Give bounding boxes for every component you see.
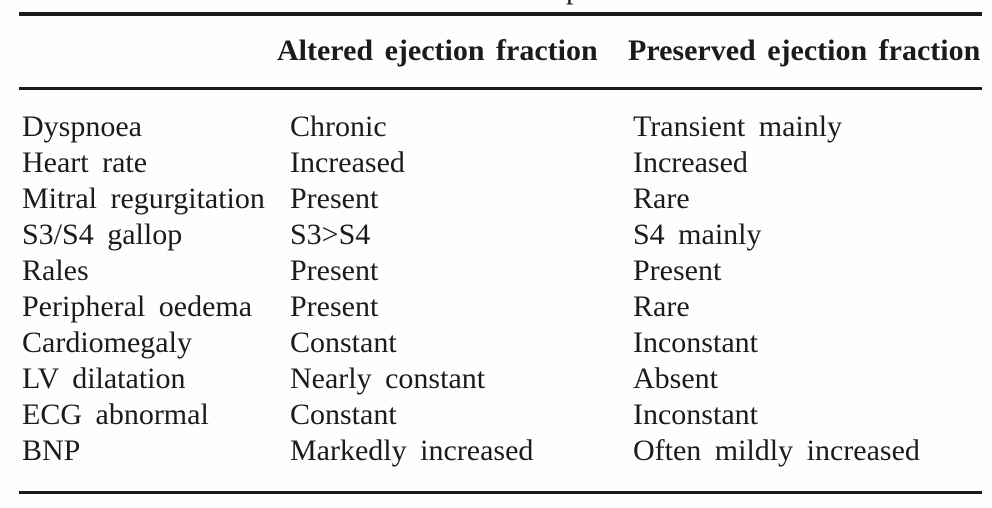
preserved-cell: Present bbox=[633, 254, 722, 287]
row-label-cell: LV dilatation bbox=[22, 362, 186, 395]
table-row: Mitral regurgitation Present Rare bbox=[22, 181, 982, 217]
preserved-cell: Rare bbox=[633, 182, 690, 215]
altered-cell: Constant bbox=[290, 326, 397, 359]
column-header-preserved: Preserved ejection fraction bbox=[628, 34, 981, 67]
caption-fragment: p bbox=[566, 0, 592, 6]
table-row: Cardiomegaly Constant Inconstant bbox=[22, 325, 982, 361]
row-label-cell: S3/S4 gallop bbox=[22, 218, 183, 251]
row-label-cell: Dyspnoea bbox=[22, 110, 142, 143]
altered-cell: Present bbox=[290, 254, 379, 287]
header-rule bbox=[19, 87, 982, 90]
altered-cell: Nearly constant bbox=[290, 362, 486, 395]
preserved-cell: Often mildly increased bbox=[633, 434, 920, 467]
row-label-cell: Mitral regurgitation bbox=[22, 182, 265, 215]
table-row: Rales Present Present bbox=[22, 253, 982, 289]
preserved-cell: Increased bbox=[633, 146, 748, 179]
table-row: Dyspnoea Chronic Transient mainly bbox=[22, 109, 982, 145]
altered-cell: Present bbox=[290, 182, 379, 215]
table-top-rule bbox=[19, 12, 982, 16]
table-body: Dyspnoea Chronic Transient mainly Heart … bbox=[22, 109, 982, 469]
table-row: S3/S4 gallop S3>S4 S4 mainly bbox=[22, 217, 982, 253]
altered-cell: Chronic bbox=[290, 110, 387, 143]
caption-fragment-text: p bbox=[566, 0, 581, 6]
table-bottom-rule bbox=[19, 491, 982, 494]
altered-cell: Constant bbox=[290, 398, 397, 431]
altered-cell: S3>S4 bbox=[290, 218, 371, 251]
row-label-cell: BNP bbox=[22, 434, 81, 467]
table-row: ECG abnormal Constant Inconstant bbox=[22, 397, 982, 433]
row-label-cell: Cardiomegaly bbox=[22, 326, 192, 359]
row-label-cell: Peripheral oedema bbox=[22, 290, 253, 323]
column-header-altered: Altered ejection fraction bbox=[277, 34, 598, 67]
preserved-cell: S4 mainly bbox=[633, 218, 762, 251]
altered-cell: Present bbox=[290, 290, 379, 323]
table-row: Peripheral oedema Present Rare bbox=[22, 289, 982, 325]
table-row: LV dilatation Nearly constant Absent bbox=[22, 361, 982, 397]
row-label-cell: Rales bbox=[22, 254, 89, 287]
preserved-cell: Inconstant bbox=[633, 398, 758, 431]
table-row: Heart rate Increased Increased bbox=[22, 145, 982, 181]
preserved-cell: Rare bbox=[633, 290, 690, 323]
altered-cell: Increased bbox=[290, 146, 405, 179]
row-label-cell: Heart rate bbox=[22, 146, 148, 179]
altered-cell: Markedly increased bbox=[290, 434, 534, 467]
row-label-cell: ECG abnormal bbox=[22, 398, 209, 431]
preserved-cell: Transient mainly bbox=[633, 110, 843, 143]
preserved-cell: Inconstant bbox=[633, 326, 758, 359]
table-row: BNP Markedly increased Often mildly incr… bbox=[22, 433, 982, 469]
preserved-cell: Absent bbox=[633, 362, 718, 395]
